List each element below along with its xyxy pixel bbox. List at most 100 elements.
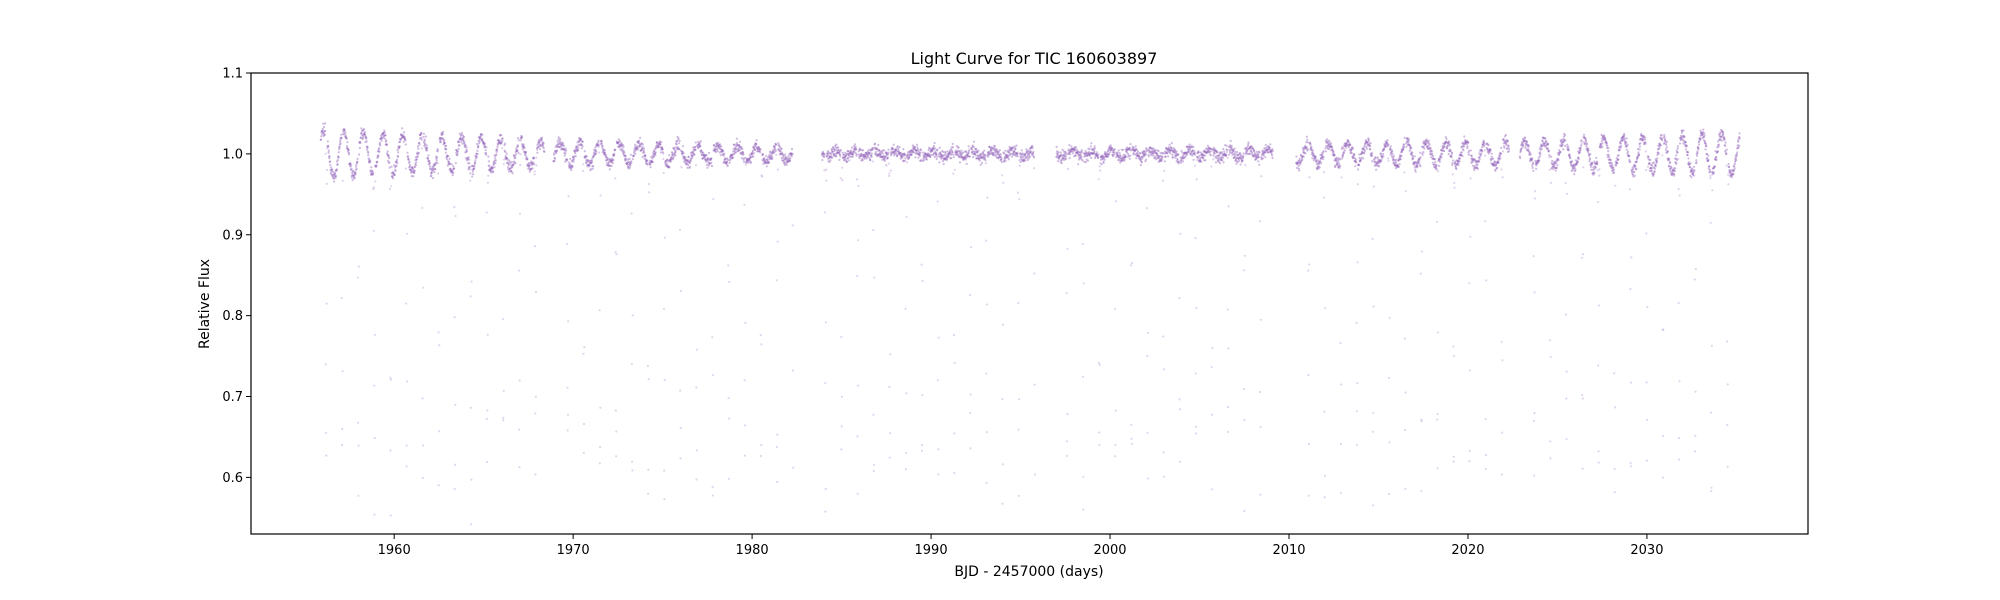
data-point <box>567 160 570 164</box>
data-point <box>422 132 426 135</box>
data-point <box>711 165 714 168</box>
data-point <box>661 148 664 151</box>
data-point <box>657 144 660 147</box>
data-point <box>701 151 704 154</box>
data-point <box>680 149 683 152</box>
data-point <box>841 179 844 182</box>
data-point <box>624 154 627 158</box>
data-point <box>344 134 347 137</box>
data-point <box>516 150 519 153</box>
data-point <box>413 165 417 168</box>
data-point <box>617 145 620 148</box>
data-point <box>669 158 672 161</box>
data-point <box>628 166 632 169</box>
data-point <box>590 159 593 162</box>
data-point <box>1369 148 1372 151</box>
data-point <box>605 159 608 162</box>
data-point <box>319 138 322 141</box>
data-point <box>616 141 619 144</box>
data-point <box>526 163 529 166</box>
data-point <box>557 142 560 145</box>
data-point <box>573 150 577 153</box>
data-point <box>601 145 604 148</box>
data-point <box>406 155 410 158</box>
data-point <box>437 484 440 487</box>
data-point <box>672 147 675 150</box>
data-point <box>1197 151 1200 154</box>
data-point <box>694 148 697 152</box>
data-point <box>602 151 605 154</box>
data-point <box>497 143 500 146</box>
data-point <box>364 136 367 139</box>
data-point <box>1200 160 1203 163</box>
data-point <box>1023 159 1026 162</box>
data-point <box>532 156 536 160</box>
data-point <box>686 160 689 163</box>
data-point <box>1508 147 1511 150</box>
data-point <box>824 382 827 385</box>
data-point <box>514 162 517 165</box>
data-point <box>387 161 390 164</box>
chart-title: Light Curve for TIC 160603897 <box>911 49 1158 68</box>
data-point <box>591 165 594 168</box>
data-point <box>476 142 479 146</box>
data-point <box>1631 173 1634 176</box>
data-point <box>343 128 346 131</box>
data-point <box>589 168 593 171</box>
data-point <box>472 165 475 168</box>
data-point <box>581 140 584 143</box>
data-point <box>338 148 341 151</box>
data-point <box>628 161 631 164</box>
data-point <box>1580 256 1584 259</box>
data-point <box>1080 156 1083 159</box>
data-point <box>1565 370 1568 373</box>
data-point <box>606 158 609 161</box>
data-point <box>340 133 343 136</box>
data-point <box>618 145 621 148</box>
data-point <box>1446 147 1449 150</box>
data-point <box>375 161 378 164</box>
data-point <box>1059 151 1062 154</box>
data-point <box>1499 157 1502 160</box>
data-point <box>590 160 594 163</box>
data-point <box>619 144 623 147</box>
data-point <box>1226 149 1229 152</box>
data-point <box>1065 440 1068 443</box>
data-point <box>396 154 399 158</box>
data-point <box>1097 156 1100 159</box>
data-point <box>1148 149 1151 152</box>
data-point <box>573 149 576 152</box>
data-point <box>402 140 405 143</box>
data-point <box>1323 496 1326 499</box>
data-point <box>472 173 475 176</box>
data-point <box>1455 167 1458 171</box>
data-point <box>489 170 492 173</box>
data-point <box>422 286 425 289</box>
data-point <box>592 165 595 168</box>
data-point <box>616 142 619 145</box>
data-point <box>1261 157 1265 160</box>
data-point <box>358 141 361 144</box>
data-point <box>626 163 629 166</box>
data-point <box>386 150 389 153</box>
data-point <box>1562 148 1565 151</box>
data-point <box>759 333 762 337</box>
data-point <box>444 148 447 151</box>
data-point <box>1372 504 1375 507</box>
data-point <box>612 158 615 161</box>
data-point <box>918 154 922 158</box>
data-point <box>373 333 376 336</box>
data-point <box>1539 153 1542 156</box>
data-point <box>450 170 453 173</box>
data-point <box>338 145 341 148</box>
data-point <box>336 163 339 166</box>
data-point <box>384 140 387 143</box>
data-point <box>676 147 679 151</box>
data-point <box>1000 158 1003 161</box>
data-point <box>471 170 474 173</box>
data-point <box>370 172 373 175</box>
data-point <box>1382 155 1385 158</box>
data-point <box>700 153 704 157</box>
data-point <box>484 152 487 155</box>
data-point <box>1306 141 1309 144</box>
